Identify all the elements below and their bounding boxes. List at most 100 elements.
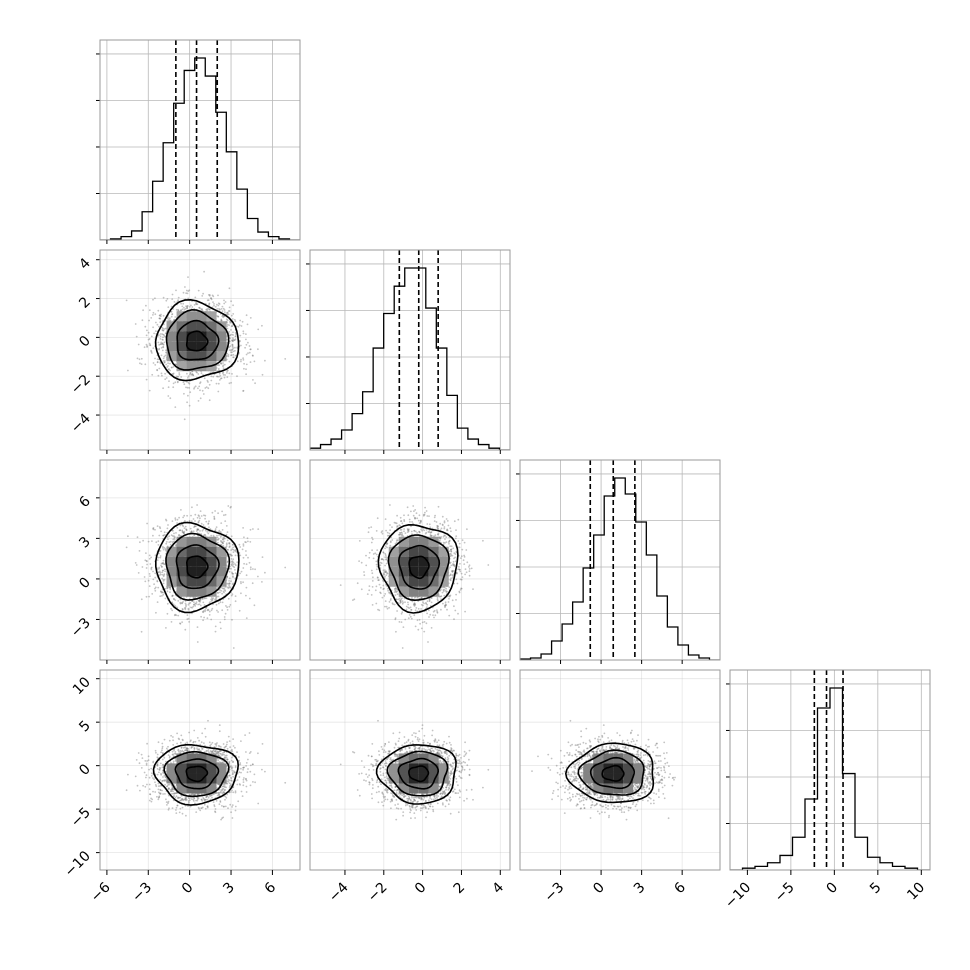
density-block [196, 566, 207, 577]
scatter-point [228, 584, 231, 587]
scatter-point [245, 550, 247, 552]
scatter-point [203, 533, 206, 536]
scatter-point [180, 376, 183, 378]
scatter-point [161, 577, 164, 580]
scatter-point [199, 599, 202, 601]
scatter-point [184, 602, 187, 605]
scatter-point [201, 598, 204, 600]
scatter-point [189, 306, 191, 308]
scatter-point [221, 587, 224, 589]
scatter-point [179, 601, 182, 604]
scatter-point [249, 566, 252, 569]
scatter-point [223, 309, 226, 311]
scatter-point [189, 372, 192, 374]
scatter-point [200, 522, 203, 525]
scatter-point [230, 351, 232, 353]
scatter-point [158, 314, 161, 317]
scatter-point [186, 380, 188, 383]
scatter-point [155, 321, 157, 324]
scatter-point [381, 558, 383, 560]
scatter-point [232, 334, 235, 336]
scatter-point [232, 551, 235, 553]
scatter-point [210, 609, 213, 612]
scatter-point [228, 310, 231, 312]
scatter-point [165, 627, 167, 629]
scatter-point [152, 527, 155, 530]
scatter-point [222, 316, 225, 319]
scatter-point [446, 520, 449, 522]
scatter-point [169, 319, 172, 322]
scatter-point [159, 573, 162, 576]
scatter-point [183, 306, 185, 309]
scatter-point [165, 519, 168, 522]
scatter-point [168, 380, 170, 382]
density-block [176, 311, 187, 322]
scatter-point [182, 531, 185, 534]
density-block [216, 341, 227, 352]
scatter-point [223, 589, 226, 591]
scatter-point [140, 598, 143, 601]
scatter-point [463, 554, 465, 557]
scatter-point [194, 525, 196, 527]
scatter-point [162, 357, 165, 360]
scatter-point [414, 530, 417, 533]
scatter-point [398, 597, 401, 600]
scatter-point [218, 303, 221, 305]
scatter-point [428, 600, 431, 602]
scatter-point [455, 578, 458, 581]
scatter-point [245, 373, 248, 376]
scatter-point [232, 356, 235, 359]
scatter-point [165, 349, 167, 352]
scatter-point [159, 556, 162, 559]
y-tick-label-1-4: 4 [76, 255, 94, 273]
scatter-point [159, 343, 162, 346]
scatter-point [400, 598, 403, 601]
scatter-point [135, 564, 138, 566]
scatter-point [212, 534, 215, 537]
scatter-point [184, 520, 186, 522]
scatter-point [226, 575, 229, 578]
scatter-point [222, 367, 225, 370]
scatter-point [190, 606, 192, 609]
scatter-point [149, 575, 151, 577]
scatter-point [232, 331, 234, 334]
scatter-point [157, 341, 160, 344]
scatter-point [197, 289, 200, 292]
scatter-point [193, 534, 196, 537]
contour-1-0-2 [165, 308, 230, 371]
scatter-point [154, 364, 157, 366]
scatter-point [228, 605, 231, 608]
scatter-point [216, 609, 218, 612]
scatter-point [190, 520, 193, 523]
scatter-point [188, 289, 191, 292]
scatter-point [228, 360, 231, 363]
scatter-point [217, 592, 220, 594]
scatter-point [174, 519, 177, 521]
scatter-point [159, 590, 162, 593]
scatter-point [184, 307, 187, 310]
scatter-point [214, 305, 217, 308]
scatter-point [198, 603, 201, 606]
scatter-point [197, 529, 199, 531]
scatter-point [144, 363, 147, 366]
scatter-point [169, 588, 172, 591]
scatter-point [151, 540, 153, 542]
scatter-point [224, 311, 226, 313]
scatter-point [171, 542, 174, 544]
scatter-point [231, 339, 233, 342]
scatter-point [157, 586, 160, 589]
scatter-point [226, 531, 229, 533]
scatter-point [210, 618, 213, 621]
scatter-point [170, 621, 173, 623]
scatter-point [223, 618, 226, 621]
scatter-point [215, 603, 218, 606]
contour-2-0-0 [185, 555, 209, 579]
density-block [206, 556, 217, 567]
scatter-point [199, 397, 202, 400]
scatter-point [193, 386, 196, 389]
scatter-point [160, 346, 163, 349]
scatter-point [150, 556, 153, 559]
scatter-point [162, 559, 165, 562]
scatter-point [231, 562, 234, 564]
scatter-point [194, 602, 197, 605]
